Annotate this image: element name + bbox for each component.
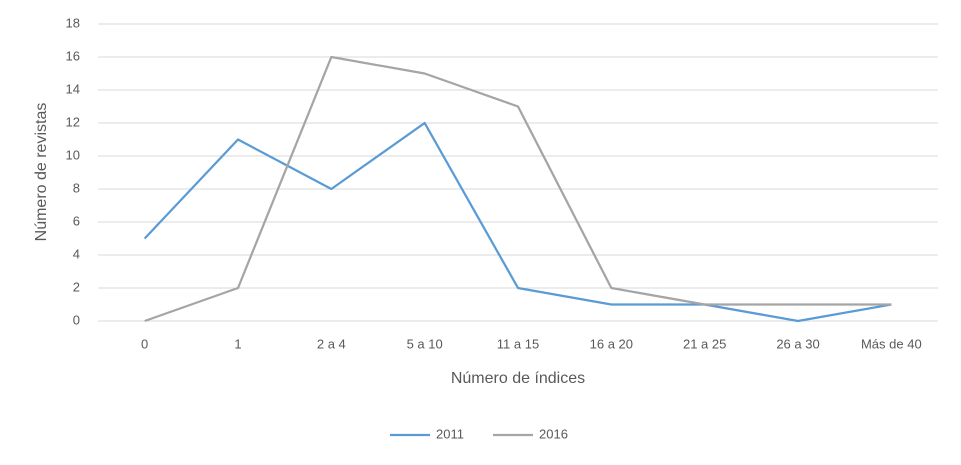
y-tick-label: 4 — [73, 246, 80, 261]
y-tick-label: 2 — [73, 279, 80, 294]
x-tick-label: 21 a 25 — [683, 336, 726, 351]
x-tick-label: 26 a 30 — [776, 336, 819, 351]
y-tick-label: 10 — [66, 147, 80, 162]
y-tick-label: 8 — [73, 180, 80, 195]
x-tick-label: 2 a 4 — [317, 336, 346, 351]
x-tick-label: 5 a 10 — [407, 336, 443, 351]
legend-label: 2016 — [539, 426, 568, 441]
x-axis-title: Número de índices — [451, 370, 585, 387]
line-series — [144, 55, 892, 323]
x-tick-label: Más de 40 — [861, 336, 922, 351]
y-tick-label: 0 — [73, 312, 80, 327]
y-axis-title: Número de revistas — [33, 103, 50, 242]
x-tick-label: 11 a 15 — [497, 336, 539, 351]
y-tick-label: 14 — [66, 81, 80, 96]
y-tick-label: 18 — [66, 15, 80, 30]
y-tick-label: 16 — [66, 48, 80, 63]
x-tick-label: 0 — [141, 336, 148, 351]
y-tick-label: 12 — [66, 114, 80, 129]
x-tick-label: 16 a 20 — [590, 336, 633, 351]
legend-label: 2011 — [436, 426, 464, 441]
x-tick-label: 1 — [234, 336, 241, 351]
line-series — [143, 121, 892, 323]
y-tick-label: 6 — [73, 213, 80, 228]
